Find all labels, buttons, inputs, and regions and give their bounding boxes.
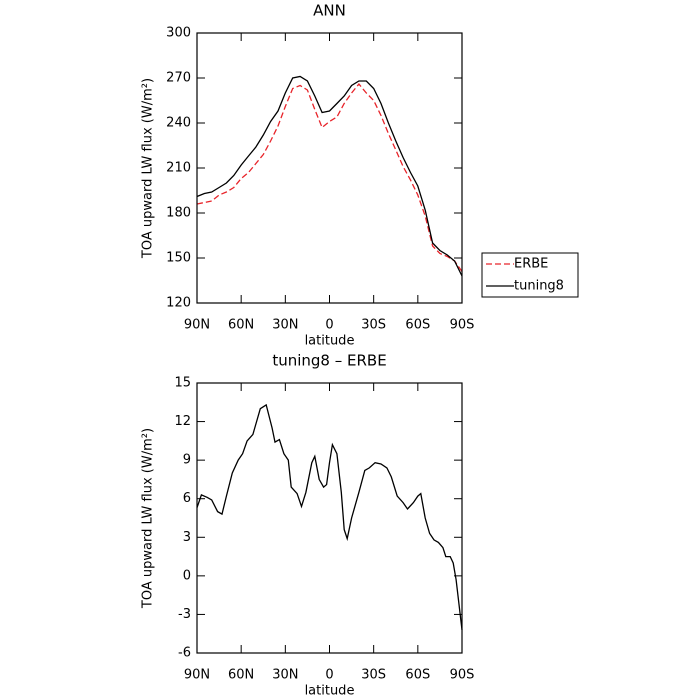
legend-box [481, 252, 579, 298]
y-tick-label: 270 [166, 71, 191, 86]
x-tick-label: 30S [361, 318, 386, 333]
x-tick-label: 30N [272, 668, 298, 683]
y-tick-label: 300 [166, 26, 191, 41]
x-tick-label: 30S [361, 668, 386, 683]
y-tick-label: 0 [183, 568, 191, 583]
x-tick-label: 60S [405, 668, 430, 683]
x-tick-label: 90N [184, 668, 210, 683]
x-tick-label: 60S [405, 318, 430, 333]
plot-frame [196, 382, 463, 654]
x-tick-label: 60N [228, 318, 254, 333]
chart-title: ANN [313, 2, 346, 20]
chart-title: tuning8 – ERBE [272, 352, 386, 370]
data-line [196, 75, 463, 277]
y-tick-label: -3 [178, 607, 191, 622]
x-tick-label: 0 [325, 318, 333, 333]
x-tick-label: 90N [184, 318, 210, 333]
plot-frame [196, 32, 463, 304]
x-tick-label: 30N [272, 318, 298, 333]
x-tick-label: 90S [450, 668, 475, 683]
data-line [196, 82, 463, 272]
y-tick-label: 240 [166, 116, 191, 131]
y-tick-label: 120 [166, 296, 191, 311]
y-tick-label: 3 [183, 530, 191, 545]
data-line [196, 403, 463, 630]
x-tick-label: 90S [450, 318, 475, 333]
y-axis-label: TOA upward LW flux (W/m²) [141, 428, 156, 609]
y-axis-label: TOA upward LW flux (W/m²) [141, 78, 156, 259]
y-tick-label: 180 [166, 206, 191, 221]
y-tick-label: -6 [178, 646, 191, 661]
y-tick-label: 150 [166, 251, 191, 266]
y-tick-label: 12 [174, 414, 191, 429]
x-tick-label: 60N [228, 668, 254, 683]
x-axis-label: latitude [305, 684, 355, 699]
legend-label: ERBE [514, 257, 548, 272]
legend-label: tuning8 [514, 279, 564, 294]
y-tick-label: 15 [174, 376, 191, 391]
x-tick-label: 0 [325, 668, 333, 683]
y-tick-label: 9 [183, 453, 191, 468]
y-tick-label: 210 [166, 161, 191, 176]
y-tick-label: 6 [183, 491, 191, 506]
x-axis-label: latitude [305, 334, 355, 349]
